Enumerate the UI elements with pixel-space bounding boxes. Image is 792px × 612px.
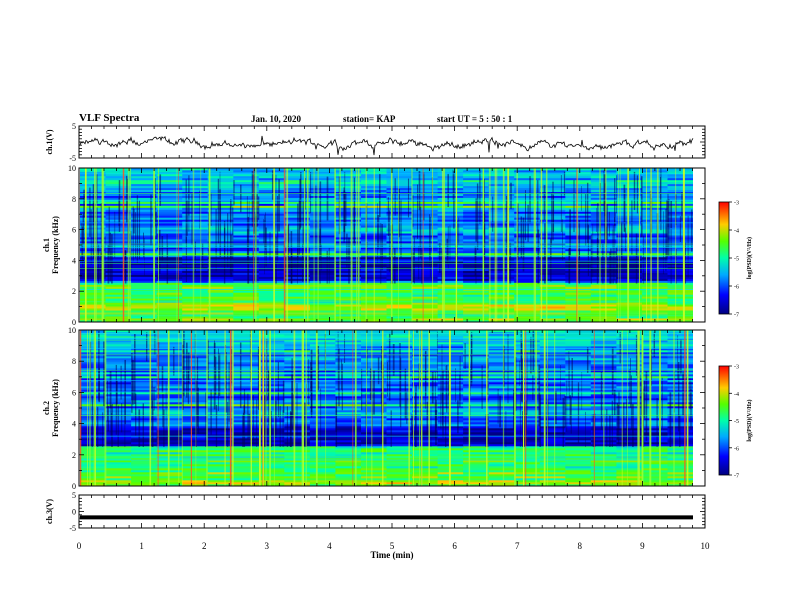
- panel2-ytick-label: 4: [72, 256, 76, 265]
- panel3-channel-label: ch.2: [42, 401, 51, 415]
- panel1-y-axis-label: ch.1(V): [45, 129, 54, 154]
- panel2-ytick-label: 6: [72, 226, 76, 235]
- panel3-ytick-label: 8: [72, 357, 76, 366]
- start-ut-label: start UT = 5 : 50 : 1: [437, 114, 513, 124]
- station-label: station= KAP: [343, 114, 396, 124]
- x-tick-label: 9: [640, 541, 645, 551]
- panel4-ytick-label: 0: [72, 508, 76, 517]
- panel3-y-axis-label: Frequency (kHz): [51, 379, 60, 437]
- ch2-colorbar-tick-label: -5: [734, 419, 739, 425]
- x-tick-label: 6: [452, 541, 457, 551]
- panel2-ytick-label: 10: [68, 164, 76, 173]
- x-tick-label: 1: [139, 541, 144, 551]
- ch1-sferic-lines: [84, 168, 685, 322]
- ch1-horizontal-lines: [80, 173, 693, 317]
- x-tick-label: 3: [265, 541, 270, 551]
- panel4-ytick-label: -5: [69, 524, 76, 533]
- x-tick-label: 0: [77, 541, 82, 551]
- ch1-colorbar-tick-label: -5: [734, 257, 739, 263]
- ch2-colorbar-tick-label: -4: [734, 392, 739, 398]
- ch2-colorbar-tick-label: -3: [734, 365, 739, 371]
- ch2-colorbar-tick-label: -7: [734, 474, 739, 480]
- panel2-ytick-label: 0: [72, 318, 76, 327]
- panel3-ytick-label: 10: [68, 326, 76, 335]
- ch1-colorbar-tick-label: -4: [734, 229, 739, 235]
- panel1-ytick-label: -5: [69, 154, 76, 163]
- ch1-colorbar: [718, 201, 730, 315]
- date-label: Jan. 10, 2020: [251, 114, 302, 124]
- ch2-colorbar-tick-label: -6: [734, 446, 739, 452]
- panel1-ytick-label: 5: [72, 122, 76, 131]
- ch2-colorbar-label: log(PSD)(V²/Hz): [746, 399, 753, 441]
- panel3-ytick-label: 0: [72, 482, 76, 491]
- chart-title: VLF Spectra: [79, 112, 140, 124]
- panel4-ytick-label: 5: [72, 491, 76, 500]
- ch1-colorbar-tick-label: -6: [734, 285, 739, 291]
- ch2-colorbar: [718, 365, 730, 476]
- panel4-y-axis-label: ch.3(V): [45, 499, 54, 524]
- x-tick-label: 5: [390, 541, 395, 551]
- panel3-ytick-label: 4: [72, 420, 76, 429]
- ch1-spectrogram-rows: [80, 168, 694, 323]
- ch1-colorbar-tick-label: -7: [734, 313, 739, 319]
- ch2-blank-tail: [693, 330, 705, 486]
- x-tick-label: 8: [578, 541, 583, 551]
- panel2-ytick-label: 8: [72, 195, 76, 204]
- x-tick-label: 10: [701, 541, 711, 551]
- ch1-colorbar-tick-label: -3: [734, 201, 739, 207]
- panel2-channel-label: ch.1: [42, 238, 51, 252]
- panel2-y-axis-label: Frequency (kHz): [51, 216, 60, 274]
- x-tick-label: 2: [202, 541, 207, 551]
- x-tick-label: 7: [515, 541, 520, 551]
- panel3-ytick-label: 6: [72, 388, 76, 397]
- ch2-sferic-lines: [79, 330, 689, 486]
- ch1-colorbar-label: log(PSD)(V²/Hz): [746, 237, 753, 279]
- panel2-ytick-label: 2: [72, 287, 76, 296]
- ch1-blank-tail: [693, 168, 705, 322]
- ch1-waveform-line: [79, 135, 694, 156]
- x-axis-label: Time (min): [370, 550, 413, 560]
- x-tick-label: 4: [327, 541, 332, 551]
- panel3-ytick-label: 2: [72, 451, 76, 460]
